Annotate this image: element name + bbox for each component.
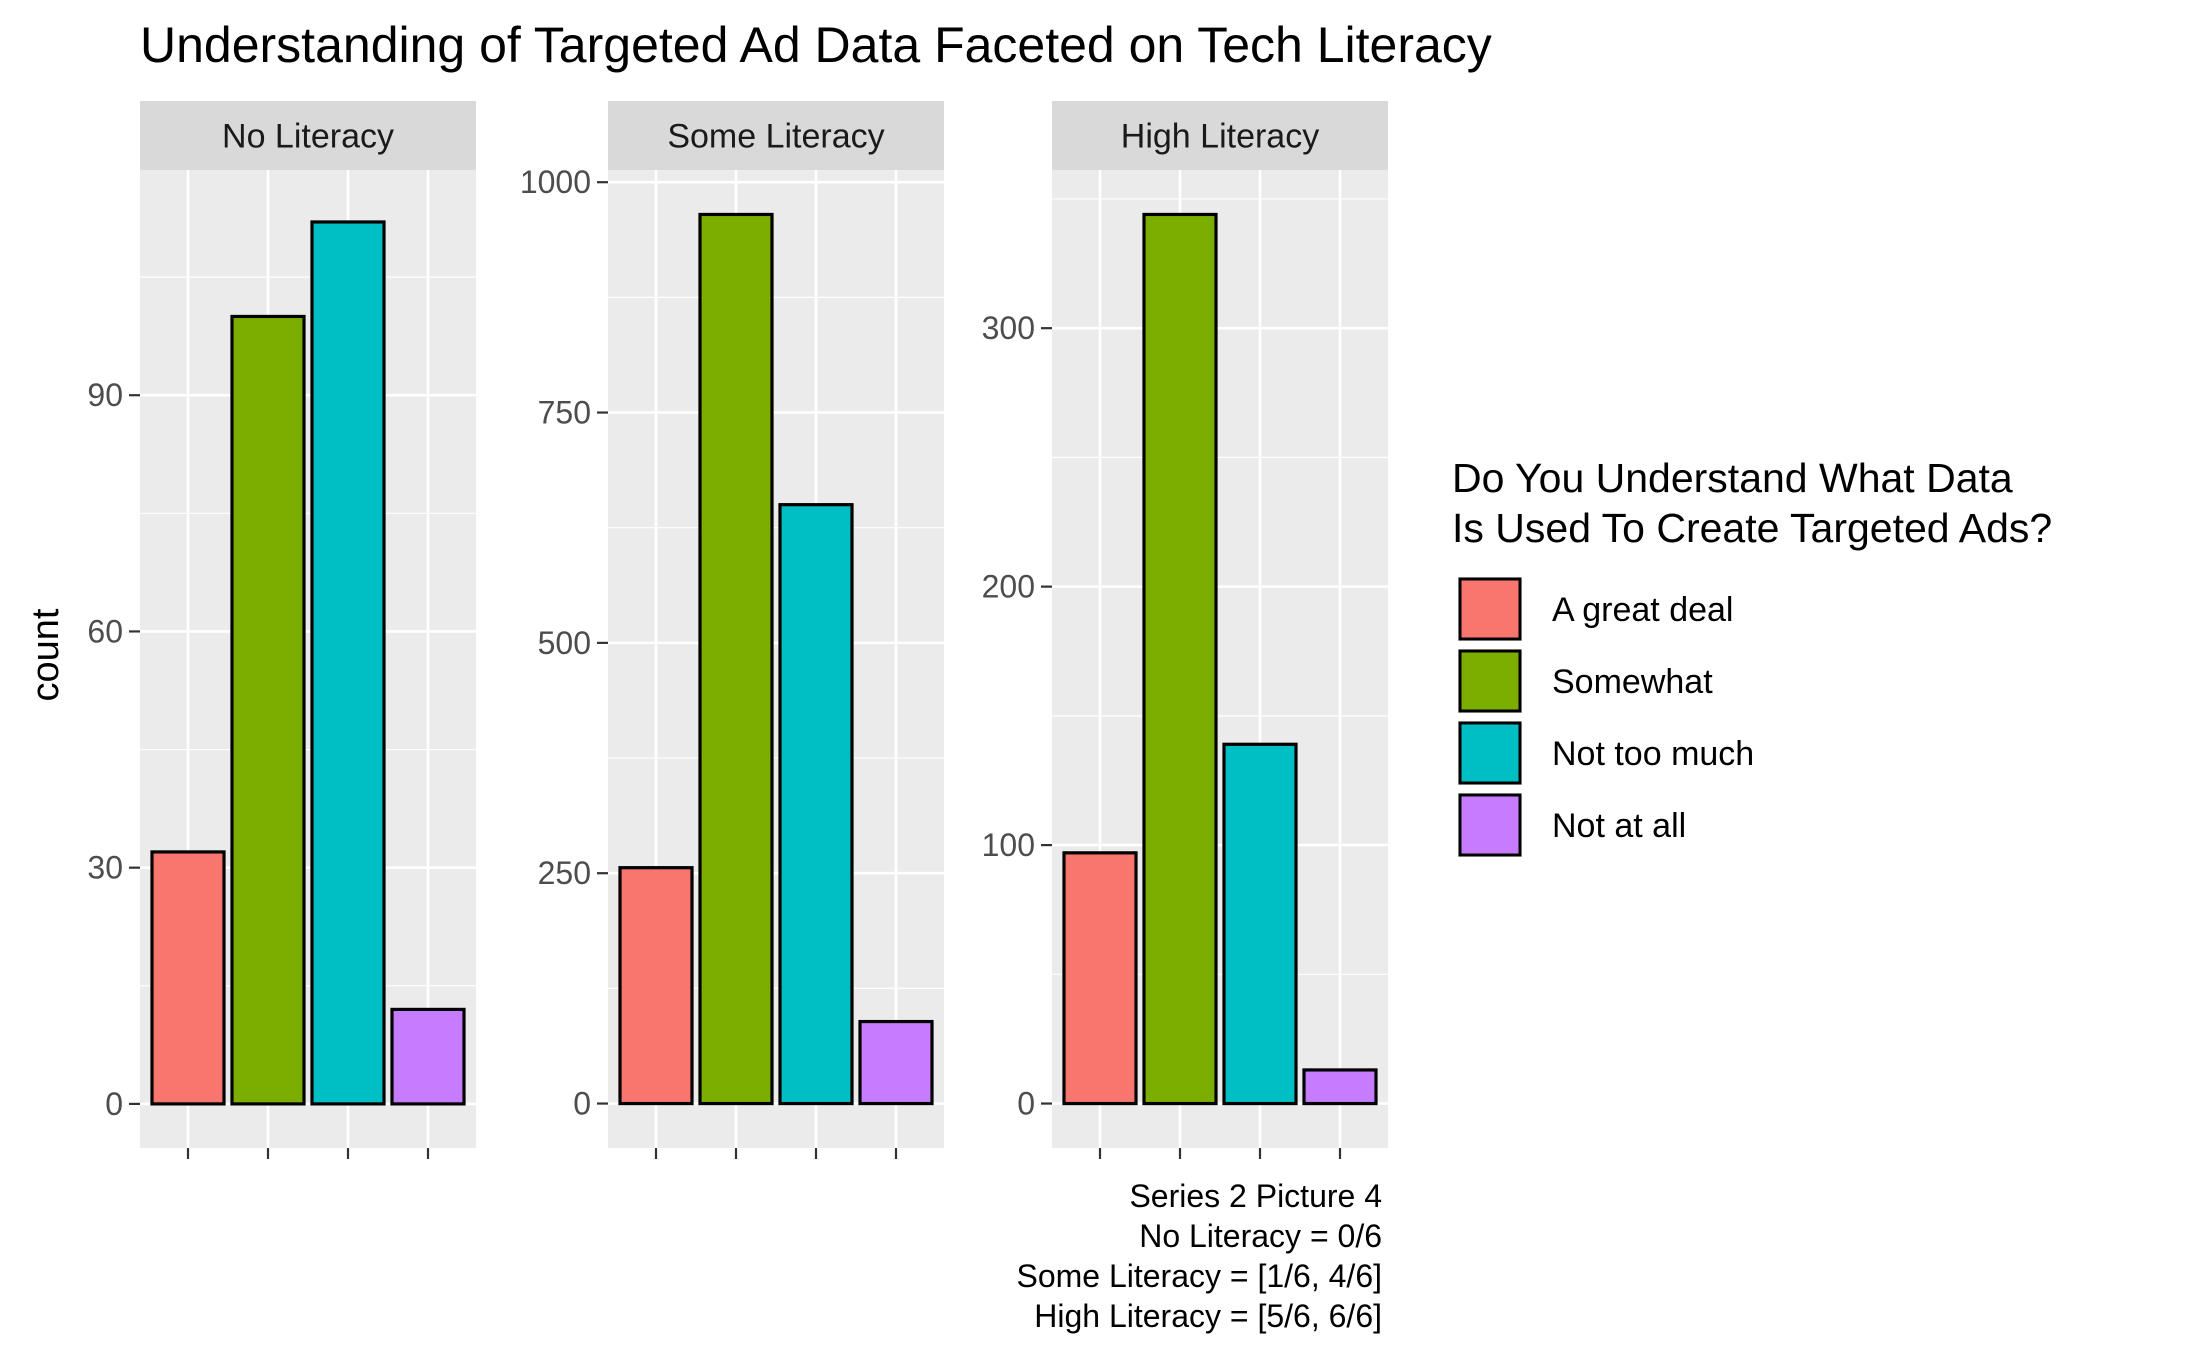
legend-label-not-at-all: Not at all — [1552, 807, 1686, 845]
legend: Do You Understand What Data Is Used To C… — [1452, 455, 2052, 857]
facet-strip-label-no-literacy: No Literacy — [222, 118, 394, 156]
bar-some-literacy-somewhat — [698, 212, 774, 1106]
y-tick-label: 0 — [105, 1086, 123, 1122]
caption: Series 2 Picture 4 No Literacy = 0/6 Som… — [1016, 1178, 1382, 1334]
bar-high-literacy-not-too-much — [1222, 742, 1298, 1106]
bar-some-literacy-not-at-all — [858, 1019, 934, 1106]
chart-title: Understanding of Targeted Ad Data Facete… — [140, 17, 1492, 73]
bar-high-literacy-somewhat — [1142, 212, 1218, 1106]
y-tick-label: 500 — [538, 625, 591, 661]
y-tick-label: 90 — [87, 377, 123, 413]
bar-no-literacy-somewhat — [230, 314, 306, 1106]
facet-no-literacy: No Literacy 0 30 60 90 — [87, 101, 476, 1159]
bar-some-literacy-not-too-much — [778, 503, 854, 1106]
facet-some-literacy: Some Literacy 0 250 500 750 1000 — [520, 101, 944, 1159]
y-tick-label: 30 — [87, 850, 123, 886]
legend-swatch-not-at-all — [1458, 793, 1522, 857]
legend-swatch-somewhat — [1458, 649, 1522, 713]
y-tick-label: 300 — [982, 310, 1035, 346]
legend-title-line-1: Do You Understand What Data — [1452, 455, 2013, 501]
y-tick-label: 0 — [573, 1086, 591, 1122]
bar-no-literacy-a-great-deal — [150, 850, 226, 1106]
y-axis-title: count — [25, 608, 67, 701]
bar-high-literacy-a-great-deal — [1062, 851, 1138, 1106]
facet-strip-label-some-literacy: Some Literacy — [667, 118, 884, 156]
y-tick-label: 750 — [538, 395, 591, 431]
facet-strip-some-literacy — [608, 101, 944, 170]
legend-title-line-2: Is Used To Create Targeted Ads? — [1452, 505, 2052, 551]
facet-strip-no-literacy — [140, 101, 476, 170]
caption-line-4: High Literacy = [5/6, 6/6] — [1034, 1298, 1382, 1334]
y-tick-label: 250 — [538, 855, 591, 891]
legend-label-not-too-much: Not too much — [1552, 735, 1754, 773]
caption-line-3: Some Literacy = [1/6, 4/6] — [1016, 1258, 1382, 1294]
legend-swatch-not-too-much — [1458, 721, 1522, 785]
caption-line-2: No Literacy = 0/6 — [1139, 1218, 1382, 1254]
bar-some-literacy-a-great-deal — [618, 866, 694, 1106]
y-tick-label: 0 — [1017, 1086, 1035, 1122]
facet-panels: No Literacy 0 30 60 90 Some Literacy 0 250 500 75… — [87, 101, 1388, 1159]
facet-high-literacy: High Literacy 0 100 200 300 — [982, 101, 1388, 1159]
bar-no-literacy-not-at-all — [390, 1007, 466, 1106]
y-tick-label: 60 — [87, 613, 123, 649]
facet-strip-label-high-literacy: High Literacy — [1121, 118, 1319, 156]
caption-line-1: Series 2 Picture 4 — [1129, 1178, 1382, 1214]
legend-label-a-great-deal: A great deal — [1552, 591, 1733, 629]
bar-high-literacy-not-at-all — [1302, 1068, 1378, 1106]
bar-no-literacy-not-too-much — [310, 220, 386, 1106]
y-tick-label: 1000 — [520, 164, 591, 200]
y-tick-label: 100 — [982, 827, 1035, 863]
y-tick-label: 200 — [982, 569, 1035, 605]
legend-swatch-a-great-deal — [1458, 577, 1522, 641]
legend-label-somewhat: Somewhat — [1552, 663, 1713, 701]
facet-strip-high-literacy — [1052, 101, 1388, 170]
